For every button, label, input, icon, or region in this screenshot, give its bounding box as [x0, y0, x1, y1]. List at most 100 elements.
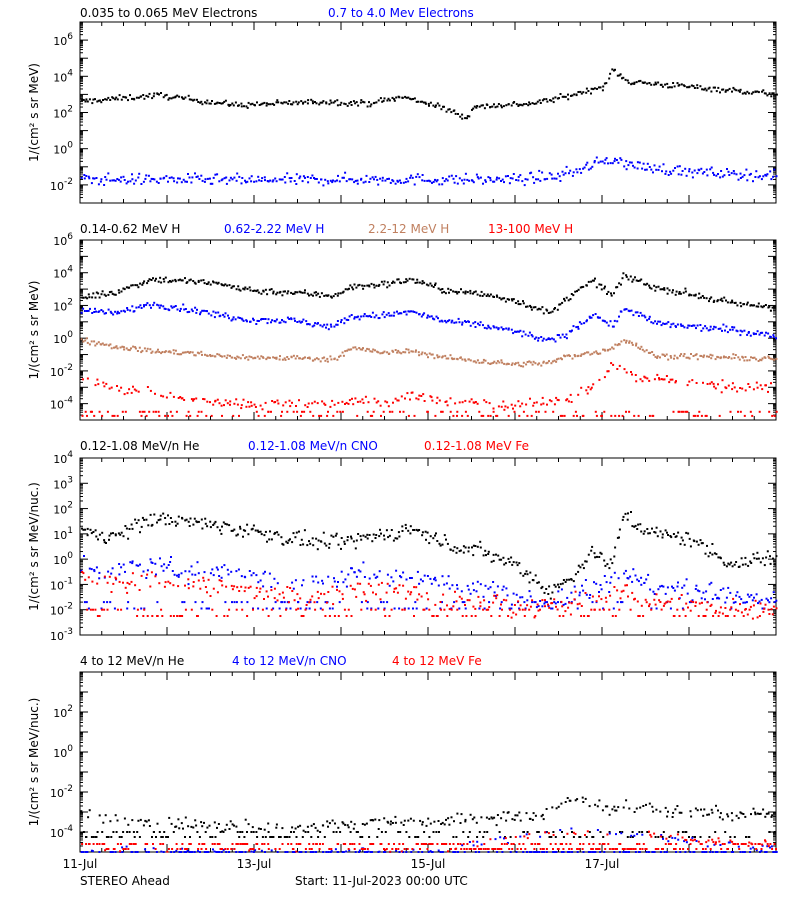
data-point: [478, 607, 481, 610]
data-point: [750, 356, 752, 359]
data-point: [727, 384, 730, 387]
data-point: [685, 356, 688, 359]
data-point: [167, 580, 170, 583]
data-point: [278, 607, 281, 610]
data-point: [631, 280, 634, 283]
data-point: [371, 311, 374, 314]
data-point: [609, 594, 612, 597]
data-point: [487, 324, 490, 327]
data-point: [629, 275, 632, 278]
data-point: [352, 288, 355, 291]
data-point: [536, 581, 539, 584]
data-point: [383, 350, 386, 353]
data-point: [142, 94, 145, 96]
data-point: [519, 596, 522, 599]
data-point: [464, 604, 466, 606]
data-point: [434, 284, 436, 286]
data-point: [140, 574, 143, 577]
data-point: [204, 178, 207, 181]
data-point: [220, 566, 223, 569]
data-point: [93, 569, 96, 571]
data-point: [643, 581, 646, 584]
data-point: [700, 167, 703, 170]
data-point: [95, 177, 98, 179]
data-point: [319, 324, 322, 327]
data-point: [579, 354, 582, 357]
data-point: [363, 101, 366, 104]
data-point: [572, 325, 575, 328]
data-point: [464, 546, 467, 549]
data-point: [329, 405, 332, 408]
data-point: [477, 322, 479, 325]
data-point: [190, 565, 193, 568]
data-point: [237, 356, 240, 359]
data-point: [352, 540, 355, 543]
data-point: [173, 305, 176, 308]
data-point: [259, 579, 262, 582]
data-point: [111, 96, 114, 99]
data-point: [317, 181, 320, 184]
data-point: [574, 410, 577, 413]
data-point: [236, 172, 239, 175]
data-point: [712, 171, 715, 174]
data-point: [307, 99, 310, 102]
data-point: [526, 414, 529, 417]
data-point: [151, 615, 154, 617]
data-point: [407, 590, 410, 593]
y-tick-base: 10: [53, 529, 67, 542]
data-point: [446, 320, 449, 323]
data-point: [338, 180, 341, 183]
data-point: [638, 161, 641, 164]
data-point: [298, 177, 301, 180]
data-point: [176, 574, 178, 577]
data-point: [427, 356, 429, 359]
data-point: [288, 399, 291, 402]
data-point: [115, 96, 118, 99]
data-point: [127, 537, 130, 540]
data-point: [167, 98, 170, 101]
data-point: [461, 615, 464, 617]
data-point: [734, 354, 737, 356]
data-point: [488, 326, 491, 329]
data-point: [441, 288, 444, 290]
data-point: [167, 414, 169, 417]
data-point: [583, 615, 586, 617]
data-point: [532, 404, 535, 407]
data-point: [149, 513, 152, 516]
data-point: [627, 595, 629, 598]
data-point: [224, 399, 227, 402]
data-point: [411, 350, 414, 353]
data-point: [376, 178, 379, 181]
data-point: [138, 836, 141, 838]
data-point: [211, 568, 214, 571]
data-point: [587, 351, 590, 354]
data-point: [258, 104, 261, 106]
data-point: [666, 586, 669, 589]
data-point: [582, 567, 585, 570]
data-point: [694, 293, 697, 296]
data-point: [388, 177, 390, 180]
data-point: [423, 574, 426, 577]
data-point: [603, 287, 606, 290]
data-point: [303, 410, 306, 413]
data-point: [448, 291, 450, 294]
data-point: [92, 531, 95, 533]
data-point: [517, 300, 520, 303]
data-point: [489, 293, 492, 296]
data-point: [317, 322, 319, 325]
data-point: [94, 307, 96, 310]
data-point: [453, 357, 456, 360]
data-point: [696, 87, 699, 89]
data-point: [530, 308, 533, 311]
data-point: [206, 607, 208, 610]
data-point: [256, 836, 259, 838]
data-point: [653, 593, 656, 595]
data-point: [337, 581, 339, 583]
data-point: [731, 565, 734, 568]
data-point: [374, 537, 377, 539]
data-point: [159, 557, 161, 560]
data-point: [461, 358, 464, 361]
data-point: [216, 398, 219, 401]
data-point: [697, 297, 700, 300]
